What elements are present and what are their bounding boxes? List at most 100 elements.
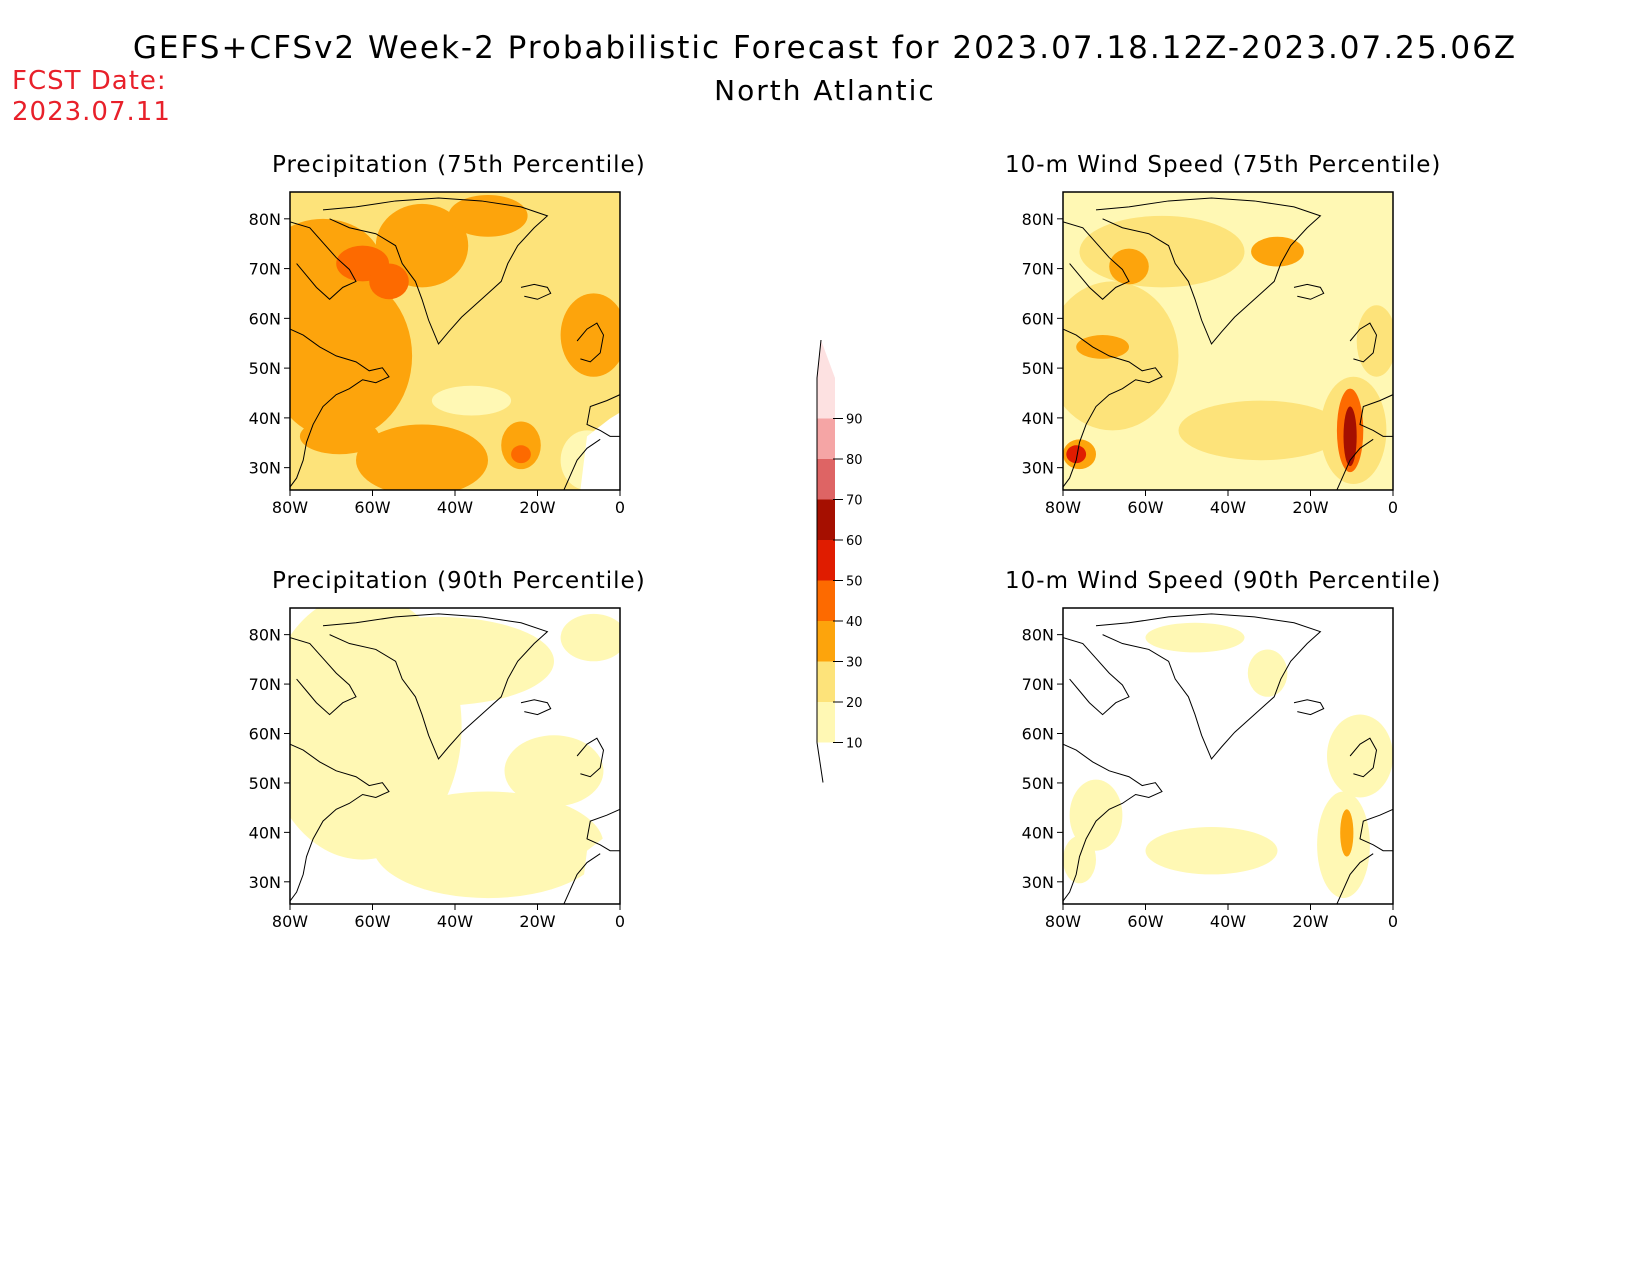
lat-label: 70N (249, 675, 281, 694)
coastline (1095, 613, 1322, 760)
colorbar: 10 20 30 40 50 60 70 80 90 (816, 339, 863, 783)
lon-label: 40W (1210, 912, 1246, 931)
colorbar-swatch (817, 580, 835, 621)
lon-label: 20W (1292, 498, 1328, 517)
coastline (1063, 637, 1130, 716)
coastline (563, 853, 601, 904)
colorbar-swatch (817, 702, 835, 743)
colorbar-swatch (817, 418, 835, 459)
colorbar-swatch (817, 621, 835, 662)
coastline (1336, 438, 1374, 490)
panel-title-precip-90: Precipitation (90th Percentile) (272, 568, 646, 594)
lon-label: 80W (272, 912, 308, 931)
lon-label: 60W (1127, 912, 1163, 931)
lat-label: 70N (1022, 260, 1054, 279)
colorbar-swatch (817, 661, 835, 702)
lon-label: 80W (1045, 912, 1081, 931)
region-subtitle: North Atlantic (714, 74, 936, 107)
probability-area (504, 735, 604, 807)
colorbar-label: 90 (846, 413, 863, 428)
panel-title-wind-75: 10-m Wind Speed (75th Percentile) (1005, 152, 1442, 178)
coastline (1359, 394, 1393, 437)
probability-area (1145, 622, 1245, 653)
coastline (586, 808, 620, 852)
lon-label: 0 (615, 912, 625, 931)
map-panel-2: 80N 70N 60N 50N 40N 30N 80W 60W 40W 20W 0 (1022, 191, 1398, 517)
lat-label: 80N (249, 210, 281, 229)
colorbar-cap-bottom (816, 742, 824, 783)
lat-label: 50N (249, 774, 281, 793)
lat-label: 70N (1022, 675, 1054, 694)
coastline (1336, 853, 1374, 904)
land-mask (580, 827, 620, 904)
coastline (290, 328, 390, 488)
lat-label: 40N (1022, 409, 1054, 428)
lon-label: 80W (1045, 498, 1081, 517)
colorbar-label: 80 (846, 453, 863, 468)
lat-label: 40N (249, 409, 281, 428)
coastline (1063, 743, 1163, 902)
coastline (290, 743, 390, 902)
coastline (586, 394, 620, 437)
colorbar-swatch (817, 540, 835, 581)
colorbar-label: 20 (846, 696, 863, 711)
coastline (290, 221, 357, 300)
coastline (520, 283, 552, 300)
lat-label: 80N (249, 626, 281, 645)
coastline (576, 737, 605, 778)
lon-label: 0 (1388, 912, 1398, 931)
probability-area (290, 272, 413, 440)
coastline (1063, 221, 1130, 300)
lat-label: 30N (1022, 873, 1054, 892)
colorbar-cap-top (817, 340, 835, 378)
coastline (576, 322, 605, 363)
coastline (563, 438, 601, 490)
probability-area (511, 445, 531, 464)
lat-label: 60N (249, 725, 281, 744)
fcst-date-label: FCST Date: (12, 66, 167, 96)
lon-label: 60W (354, 912, 390, 931)
panel-title-precip-75: Precipitation (75th Percentile) (272, 152, 646, 178)
lat-label: 80N (1022, 626, 1054, 645)
probability-area (1356, 305, 1393, 377)
probability-area (1063, 281, 1179, 431)
probability-area (431, 385, 512, 416)
lat-label: 30N (249, 873, 281, 892)
shaded-field (1063, 608, 1393, 904)
probability-area (1145, 827, 1278, 875)
lon-label: 40W (437, 498, 473, 517)
lat-label: 70N (249, 260, 281, 279)
shaded-field (290, 608, 620, 904)
probability-area (1178, 400, 1344, 461)
shaded-field (1063, 192, 1393, 490)
coastline (520, 699, 552, 716)
lat-label: 40N (1022, 823, 1054, 842)
probability-area (1343, 406, 1357, 467)
probability-area (448, 194, 528, 237)
probability-area (1066, 445, 1087, 464)
probability-area (372, 791, 604, 899)
lat-label: 50N (249, 359, 281, 378)
colorbar-label: 70 (846, 494, 863, 509)
lon-label: 80W (272, 498, 308, 517)
colorbar-swatch (817, 459, 835, 500)
lat-label: 30N (1022, 459, 1054, 478)
lat-label: 50N (1022, 774, 1054, 793)
lon-label: 40W (437, 912, 473, 931)
lon-label: 0 (615, 498, 625, 517)
lon-label: 20W (519, 912, 555, 931)
probability-area (1251, 236, 1304, 267)
lon-label: 60W (354, 498, 390, 517)
lat-label: 60N (249, 309, 281, 328)
fcst-date-value: 2023.07.11 (12, 97, 171, 127)
colorbar-label: 50 (846, 575, 863, 590)
coastline (1349, 737, 1378, 778)
colorbar-label: 40 (846, 615, 863, 630)
lat-label: 80N (1022, 210, 1054, 229)
probability-area (1109, 248, 1149, 285)
lat-label: 60N (1022, 725, 1054, 744)
probability-area (369, 263, 409, 300)
colorbar-label: 30 (846, 656, 863, 671)
colorbar-label: 10 (846, 737, 863, 752)
